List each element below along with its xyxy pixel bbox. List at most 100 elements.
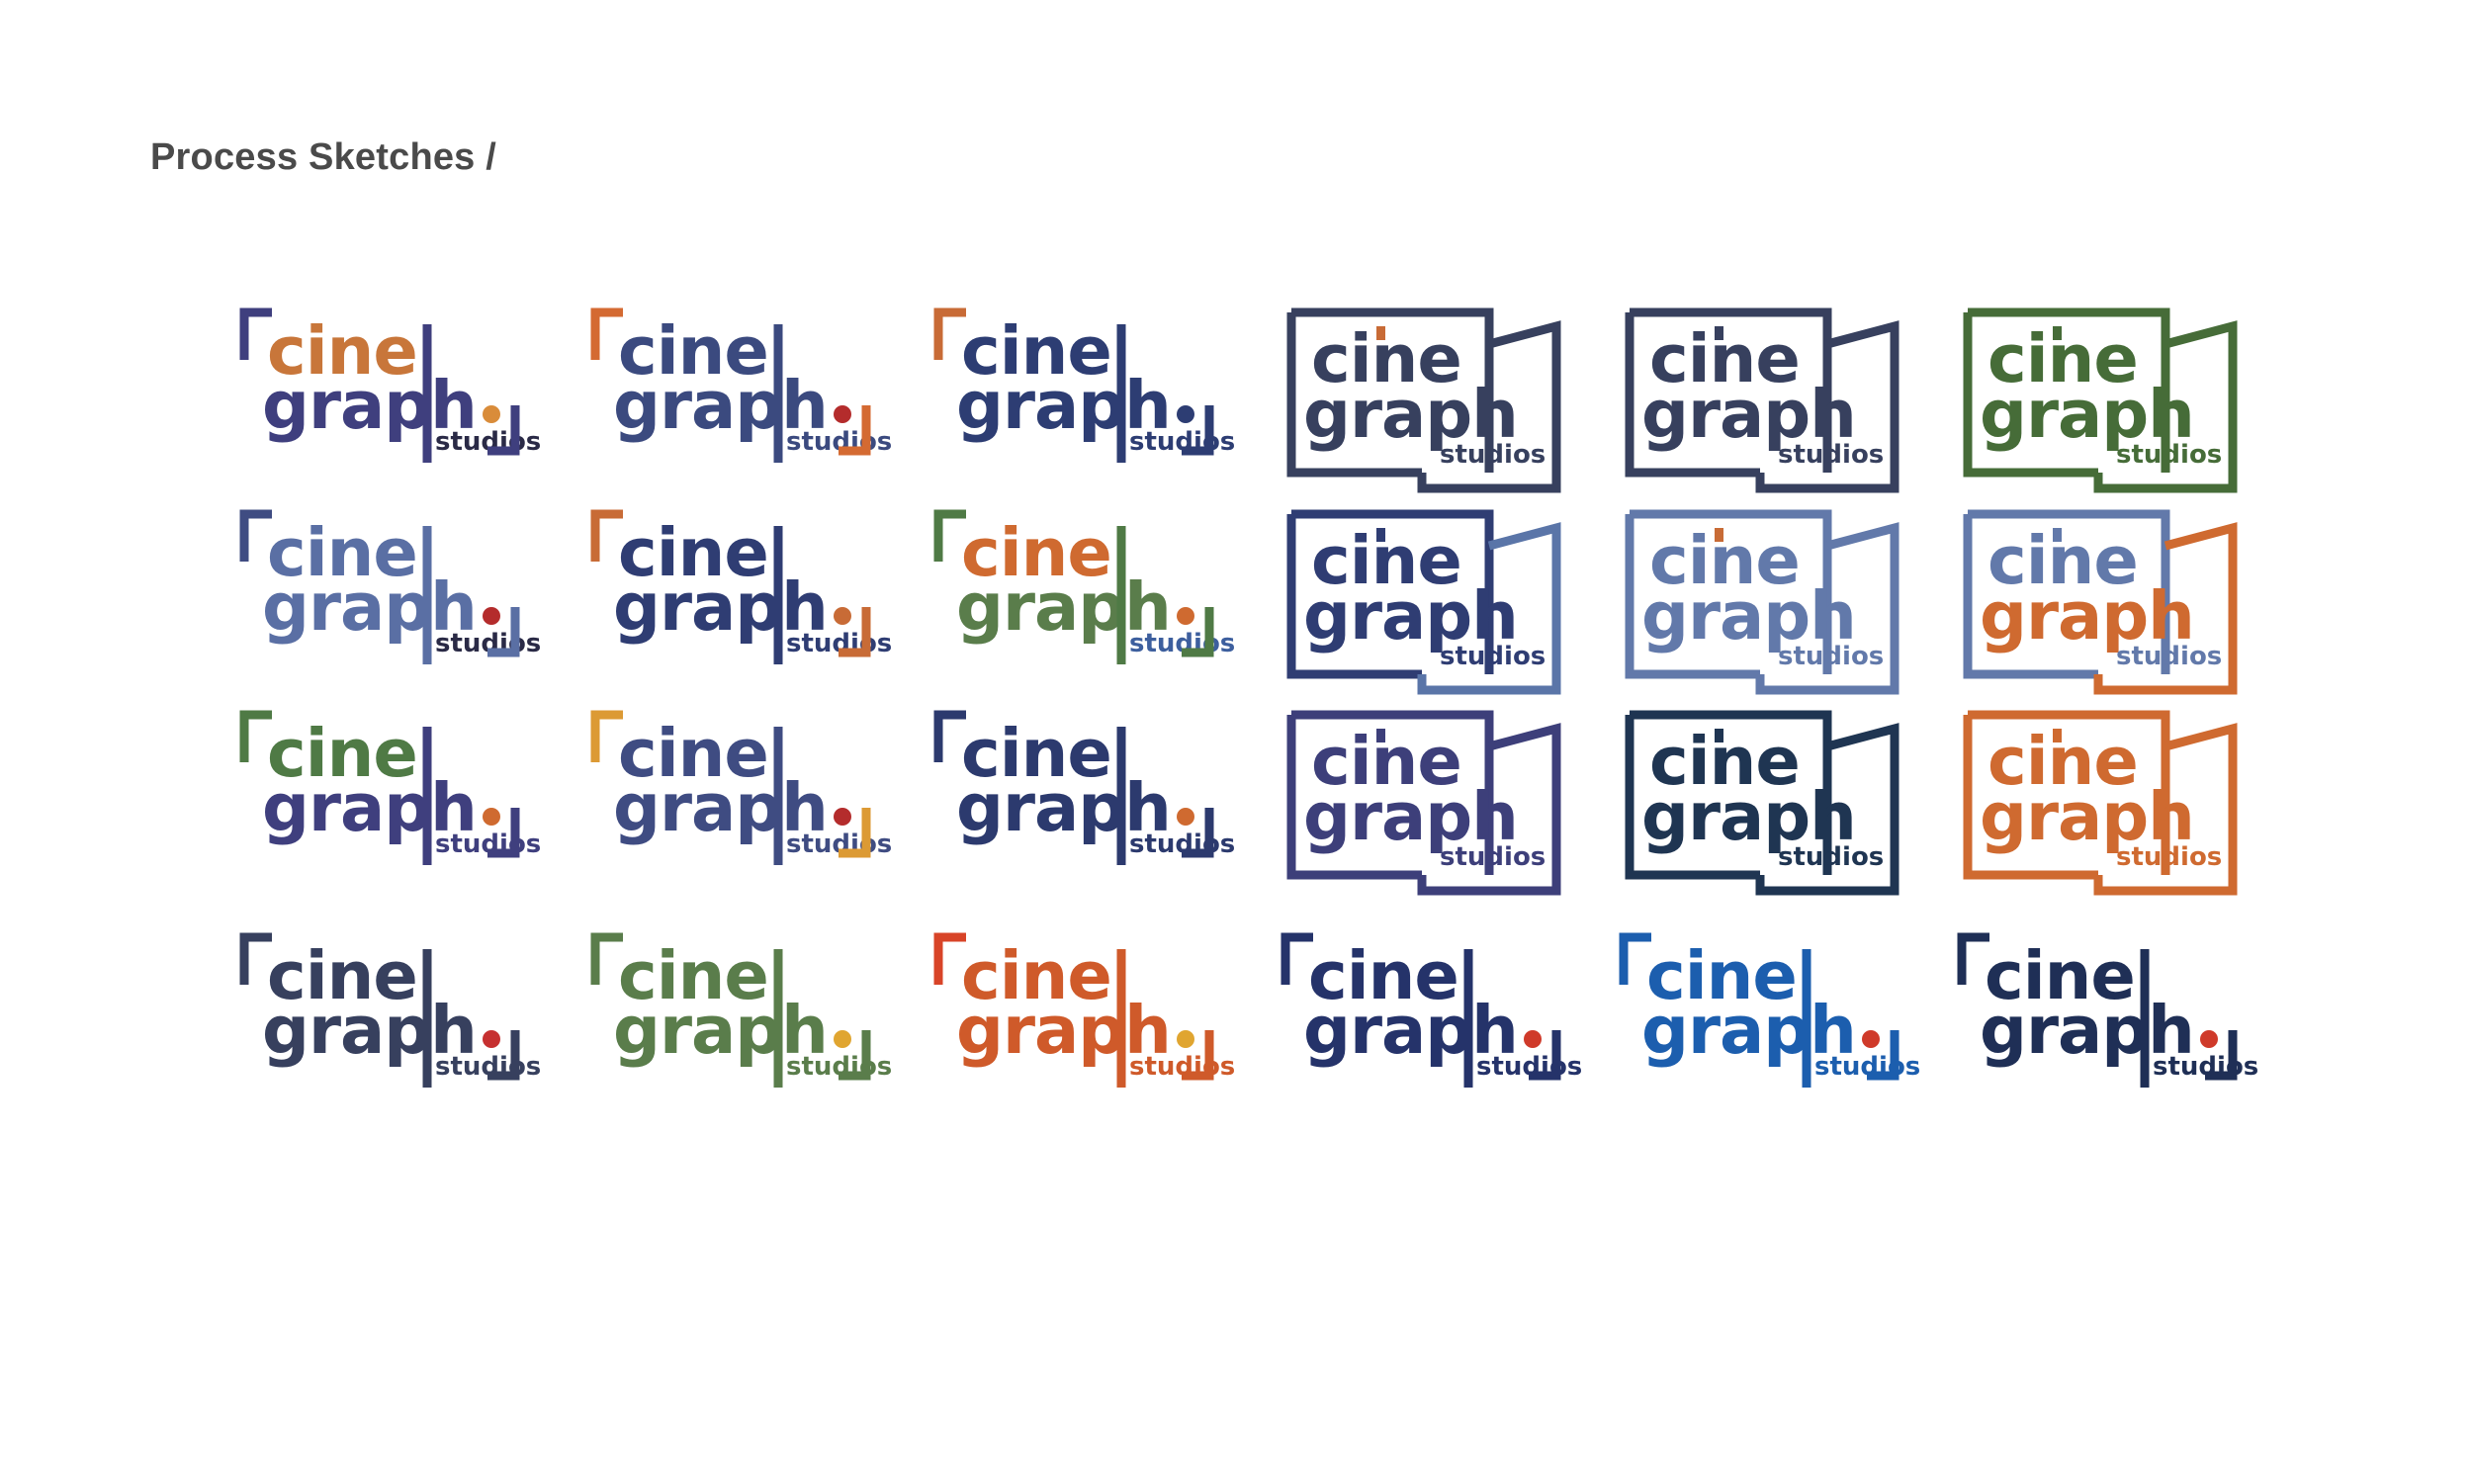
logo-dot	[483, 607, 500, 625]
logo-dot	[834, 405, 851, 423]
logo-word-studios: studios	[1778, 440, 1884, 470]
logo-i-accent	[2053, 729, 2062, 742]
logo-word-graph: graph	[956, 568, 1171, 646]
logo-word-cine: cine	[1987, 320, 2138, 397]
logo-sketch-2-1: cine graph studios	[232, 506, 541, 694]
logo-sketch-4-3: cine graph studios	[927, 929, 1235, 1117]
logo-word-cine: cine	[1311, 723, 1461, 800]
logo-word-graph: graph	[1303, 992, 1518, 1069]
logo-word-graph: graph	[956, 769, 1171, 846]
logo-frame	[1625, 710, 1832, 880]
logo-frame-tab	[2093, 522, 2238, 695]
corner-bracket-icon	[1619, 932, 1651, 985]
logo-word-graph: graph	[262, 568, 477, 646]
logo-sketch-2-4: cine graph studios	[1274, 506, 1580, 695]
logo-frame-tab	[1417, 723, 1561, 896]
logo-sketch-3-5: cine graph studios	[1612, 707, 1918, 896]
logo-word-graph: graph	[1641, 376, 1856, 453]
logo-word-graph: graph	[613, 367, 828, 444]
logo-dot	[1177, 808, 1194, 826]
logo-frame-tab	[1755, 522, 1899, 695]
logo-i-accent	[1376, 729, 1385, 742]
logo-word-cine: cine	[961, 312, 1111, 390]
logo-word-cine: cine	[618, 715, 768, 792]
logo-sketch-1-2: cine graph studios	[583, 305, 892, 492]
logo-i-accent	[1715, 729, 1723, 742]
logo-word-cine: cine	[1649, 723, 1800, 800]
logo-word-cine: cine	[1311, 522, 1461, 599]
corner-bracket-icon	[933, 932, 966, 985]
corner-bracket-icon	[1281, 932, 1313, 985]
logo-word-cine: cine	[1308, 937, 1458, 1014]
logo-frame	[1286, 307, 1494, 478]
logo-sketch-4-6: cine graph studios	[1950, 929, 2258, 1117]
logo-word-studios: studios	[1440, 642, 1546, 671]
logo-sketch-4-5: cine graph studios	[1612, 929, 1920, 1117]
logo-frame	[1286, 509, 1494, 679]
logo-word-cine: cine	[1987, 522, 2138, 599]
logo-frame	[1625, 509, 1832, 679]
corner-bracket-icon	[933, 710, 966, 762]
logo-word-graph: graph	[1303, 376, 1518, 453]
logo-word-graph: graph	[1641, 577, 1856, 655]
logo-dot	[483, 1030, 500, 1048]
logo-word-graph: graph	[1303, 778, 1518, 855]
logo-frame-tab	[1417, 522, 1561, 695]
corner-bracket-icon	[487, 808, 520, 858]
corner-bracket-icon	[839, 405, 871, 456]
logo-word-cine: cine	[618, 312, 768, 390]
logo-word-graph: graph	[1980, 778, 2194, 855]
corner-bracket-icon	[239, 307, 272, 360]
logo-sketch-3-4: cine graph studios	[1274, 707, 1580, 896]
logo-word-cine: cine	[267, 715, 417, 792]
logo-frame	[1963, 509, 2170, 679]
logo-word-cine: cine	[1649, 320, 1800, 397]
logo-dot	[483, 405, 500, 423]
logo-word-graph: graph	[1641, 992, 1856, 1069]
logo-dot	[834, 1030, 851, 1048]
logo-word-studios: studios	[1440, 842, 1546, 872]
logo-word-cine: cine	[1311, 320, 1461, 397]
logo-dot	[483, 808, 500, 826]
logo-word-graph: graph	[262, 992, 477, 1069]
logo-word-graph: graph	[1980, 577, 2194, 655]
logo-word-graph: graph	[956, 367, 1171, 444]
logo-sketch-2-3: cine graph studios	[927, 506, 1235, 694]
logo-frame	[1286, 710, 1494, 880]
logo-sketch-4-1: cine graph studios	[232, 929, 541, 1117]
logo-word-studios: studios	[1778, 842, 1884, 872]
logo-sketch-3-3: cine graph studios	[927, 707, 1235, 895]
corner-bracket-icon	[1182, 607, 1214, 657]
corner-bracket-icon	[590, 710, 623, 762]
page-heading: Process Sketches /	[150, 136, 497, 178]
logo-word-cine: cine	[1646, 937, 1797, 1014]
logo-word-cine: cine	[267, 514, 417, 591]
logo-word-cine: cine	[267, 937, 417, 1014]
logo-word-studios: studios	[2116, 842, 2222, 872]
logo-sketch-2-2: cine graph studios	[583, 506, 892, 694]
logo-word-cine: cine	[961, 937, 1111, 1014]
logo-word-cine: cine	[618, 514, 768, 591]
logo-sketch-3-2: cine graph studios	[583, 707, 892, 895]
corner-bracket-icon	[590, 932, 623, 985]
logo-frame-tab	[2093, 320, 2238, 493]
logo-sketch-2-6: cine graph studios	[1950, 506, 2256, 695]
logo-sketch-3-6: cine graph studios	[1950, 707, 2256, 896]
logo-sketch-4-2: cine graph studios	[583, 929, 892, 1117]
